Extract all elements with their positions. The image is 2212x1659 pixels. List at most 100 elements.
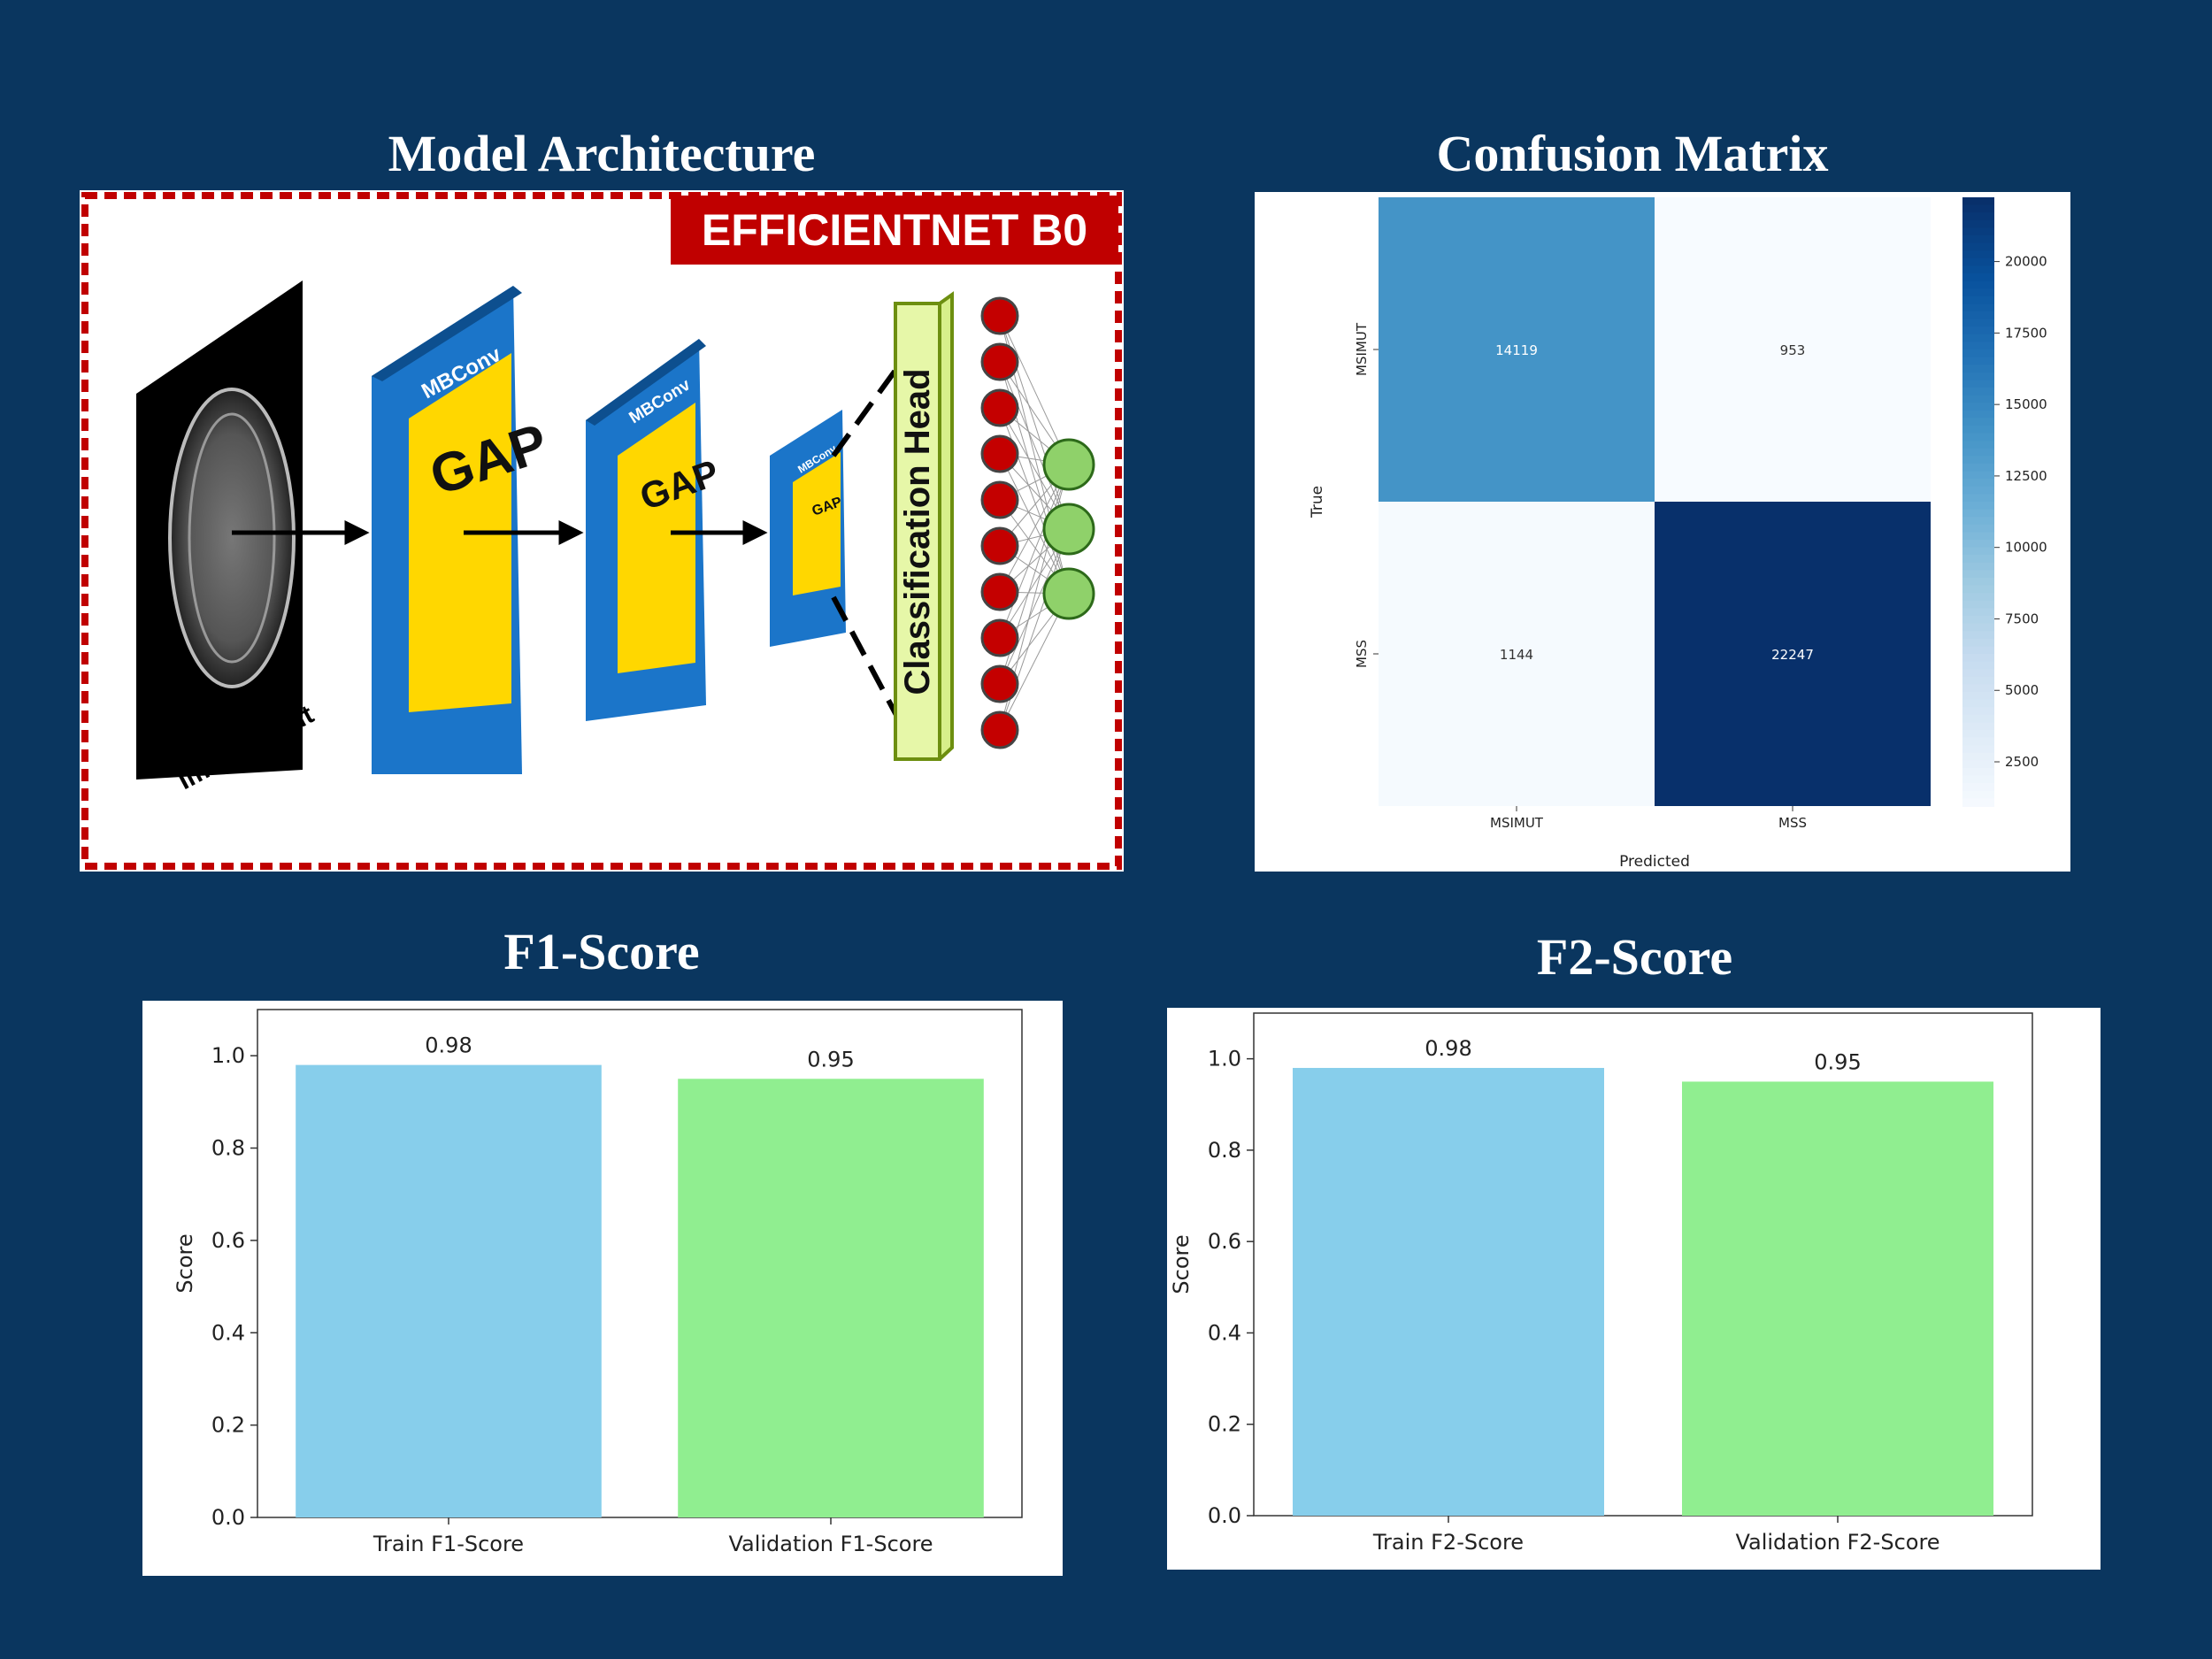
projection-line-bottom bbox=[831, 595, 921, 758]
bar-value-label-1: 0.95 bbox=[1814, 1049, 1861, 1074]
colorbar-segment-2 bbox=[1962, 212, 1994, 221]
colorbar-segment-77 bbox=[1962, 783, 1994, 792]
colorbar-segment-73 bbox=[1962, 752, 1994, 762]
colorbar-segment-15 bbox=[1962, 311, 1994, 320]
colorbar-segment-64 bbox=[1962, 684, 1994, 693]
colorbar-segment-67 bbox=[1962, 707, 1994, 716]
architecture-diagram: EFFICIENTNET B0 Image Input MBConv GAP M… bbox=[81, 192, 1122, 870]
colorbar-tick-label-2: 7500 bbox=[2005, 611, 2039, 626]
colorbar-segment-10 bbox=[1962, 273, 1994, 282]
colorbar-segment-78 bbox=[1962, 790, 1994, 800]
banner-background bbox=[671, 196, 1118, 265]
colorbar-segment-51 bbox=[1962, 585, 1994, 595]
y-tick-label-0: 0.0 bbox=[1208, 1503, 1241, 1528]
classification-head: Classification Head bbox=[894, 291, 954, 761]
colorbar-segment-62 bbox=[1962, 669, 1994, 678]
y-tick-label-3: 0.6 bbox=[211, 1228, 245, 1253]
mbconv-block-2-top-edge bbox=[586, 339, 706, 426]
colorbar-segment-58 bbox=[1962, 638, 1994, 648]
hidden-node-3 bbox=[980, 434, 1019, 473]
colorbar-segment-5 bbox=[1962, 235, 1994, 244]
colorbar-segment-24 bbox=[1962, 380, 1994, 388]
y-tick-label-5: 1.0 bbox=[1208, 1047, 1241, 1071]
f1-score-title: F1-Score bbox=[503, 923, 700, 980]
colorbar-segment-33 bbox=[1962, 448, 1994, 457]
colorbar-segment-9 bbox=[1962, 265, 1994, 274]
confusion-matrix-panel: 14119 953 1144 22247 2500 5000 7500 10000 12500… bbox=[1255, 192, 2070, 872]
colorbar-segment-48 bbox=[1962, 562, 1994, 572]
colorbar-segment-21 bbox=[1962, 357, 1994, 366]
bar-value-label-0: 0.98 bbox=[425, 1033, 472, 1058]
colorbar-segment-1 bbox=[1962, 204, 1994, 214]
colorbar-segment-27 bbox=[1962, 403, 1994, 411]
y-tick-label-2: 0.4 bbox=[211, 1320, 245, 1345]
colorbar-segment-37 bbox=[1962, 479, 1994, 488]
colorbar-segment-68 bbox=[1962, 714, 1994, 724]
colorbar-segment-76 bbox=[1962, 775, 1994, 785]
bar-0 bbox=[1293, 1067, 1604, 1516]
matrix-cell-0-1 bbox=[1655, 197, 1931, 502]
cell-value-1-0: 1144 bbox=[1500, 647, 1533, 663]
x-axis-label: Predicted bbox=[1619, 853, 1690, 871]
hidden-node-2 bbox=[980, 388, 1019, 427]
architecture-title: Model Architecture bbox=[388, 125, 816, 182]
cell-value-1-1: 22247 bbox=[1771, 647, 1814, 663]
mbconv-block-3: MBConv GAP bbox=[770, 410, 846, 647]
x-tick-label-1: Validation F1-Score bbox=[728, 1532, 933, 1556]
y-axis-label: Score bbox=[173, 1233, 197, 1293]
colorbar-tick-label-1: 5000 bbox=[2005, 682, 2039, 698]
colorbar-tick-label-5: 15000 bbox=[2005, 396, 2047, 412]
x-tick-label-1: Validation F2-Score bbox=[1735, 1530, 1939, 1555]
classification-head-front bbox=[894, 302, 941, 761]
colorbar-segment-4 bbox=[1962, 227, 1994, 236]
colorbar-segment-0 bbox=[1962, 197, 1994, 206]
plot-frame bbox=[257, 1009, 1023, 1518]
mbconv-block-2: MBConv GAP bbox=[586, 339, 725, 721]
banner-label: EFFICIENTNET B0 bbox=[702, 205, 1087, 255]
colorbar-segment-54 bbox=[1962, 608, 1994, 617]
colorbar-segment-61 bbox=[1962, 661, 1994, 671]
matrix-cell-0-0 bbox=[1379, 197, 1655, 502]
colorbar-tick-label-3: 10000 bbox=[2005, 540, 2047, 556]
colorbar-segment-74 bbox=[1962, 760, 1994, 769]
colorbar-segment-25 bbox=[1962, 388, 1994, 396]
network-nodes bbox=[980, 296, 1095, 749]
colorbar-segment-28 bbox=[1962, 410, 1994, 419]
colorbar-segment-17 bbox=[1962, 326, 1994, 335]
x-tick-label-1: MSS bbox=[1778, 815, 1807, 831]
colorbar-segment-34 bbox=[1962, 456, 1994, 465]
f2-score-title: F2-Score bbox=[1536, 928, 1733, 986]
colorbar-segment-18 bbox=[1962, 334, 1994, 343]
colorbar-tick-label-7: 20000 bbox=[2005, 254, 2047, 270]
flow-arrows bbox=[232, 519, 768, 546]
connection-0-0 bbox=[999, 315, 1070, 465]
colorbar-segment-36 bbox=[1962, 471, 1994, 480]
colorbar-segment-50 bbox=[1962, 578, 1994, 587]
image-input: Image Input bbox=[136, 280, 319, 795]
colorbar-segment-52 bbox=[1962, 593, 1994, 602]
colorbar-segment-46 bbox=[1962, 547, 1994, 557]
arrow-2-head bbox=[558, 519, 584, 546]
colorbar-segment-55 bbox=[1962, 616, 1994, 625]
colorbar-segment-57 bbox=[1962, 631, 1994, 640]
bar-1 bbox=[1682, 1081, 1993, 1516]
brain-scan bbox=[168, 388, 296, 688]
matrix-cell-1-1 bbox=[1655, 502, 1931, 806]
confusion-matrix-title: Confusion Matrix bbox=[1436, 125, 1829, 182]
colorbar-segment-43 bbox=[1962, 524, 1994, 534]
mbconv-block-1-top-edge bbox=[372, 286, 522, 381]
hidden-node-4 bbox=[980, 480, 1019, 519]
hidden-node-1 bbox=[980, 342, 1019, 381]
colorbar-segment-19 bbox=[1962, 342, 1994, 350]
y-tick-label-0: 0.0 bbox=[211, 1505, 245, 1530]
hidden-node-8 bbox=[980, 664, 1019, 703]
colorbar-tick-label-0: 2500 bbox=[2005, 754, 2039, 770]
classification-head-label: Classification Head bbox=[898, 368, 937, 695]
f1-chart-panel: 0.0 0.2 0.4 0.6 0.8 1.0 Score 0.98 Train F1-Scor… bbox=[142, 1001, 1063, 1576]
f1-bar-chart: 0.0 0.2 0.4 0.6 0.8 1.0 Score 0.98 Train F1-Scor… bbox=[173, 1009, 1023, 1556]
hidden-node-0 bbox=[980, 296, 1019, 335]
colorbar-segment-41 bbox=[1962, 509, 1994, 518]
matrix-cell-1-0 bbox=[1379, 502, 1655, 806]
colorbar-segment-38 bbox=[1962, 486, 1994, 495]
colorbar-segment-79 bbox=[1962, 798, 1994, 807]
